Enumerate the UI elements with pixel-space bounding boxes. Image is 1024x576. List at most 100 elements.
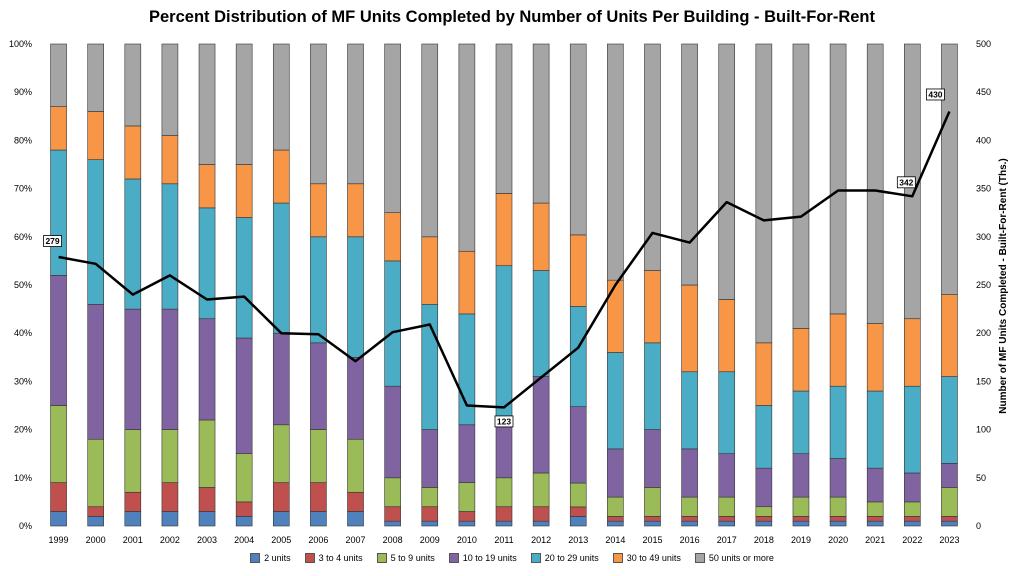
bar-segment-5 bbox=[87, 159, 104, 305]
bar-segment-3 bbox=[421, 487, 439, 508]
bar-segment-2 bbox=[569, 506, 587, 517]
y-right-tick-label: 250 bbox=[976, 280, 991, 290]
stacked-bars bbox=[50, 43, 958, 527]
bar-segment-5 bbox=[681, 371, 698, 450]
bar-segment-7 bbox=[235, 43, 253, 165]
legend-label: 50 units or more bbox=[708, 553, 774, 563]
bar-segment-1 bbox=[235, 516, 253, 527]
callout-label: 342 bbox=[899, 177, 913, 187]
bar-segment-7 bbox=[161, 43, 179, 136]
bar-segment-4 bbox=[755, 467, 773, 508]
callout-label: 430 bbox=[928, 89, 942, 99]
y-left-tick-label: 10% bbox=[14, 473, 32, 483]
bar-segment-3 bbox=[866, 501, 884, 517]
y-right-tick-label: 450 bbox=[976, 87, 991, 97]
bar-segment-4 bbox=[681, 448, 698, 498]
y-right-tick-label: 100 bbox=[976, 425, 991, 435]
y-axis-left: 0% 10% 20% 30% 40% 50% 60% 70% 80% 90% 100% bbox=[9, 39, 32, 531]
legend-item: 10 to 19 units bbox=[448, 553, 517, 563]
bar-segment-6 bbox=[532, 202, 550, 271]
x-tick-label: 2023 bbox=[939, 535, 959, 545]
bar-segment-1 bbox=[792, 520, 810, 527]
bar-segment-7 bbox=[198, 43, 216, 165]
bar-segment-3 bbox=[607, 496, 624, 517]
legend-label: 3 to 4 units bbox=[318, 553, 363, 563]
bar-segment-3 bbox=[161, 429, 179, 483]
x-tick-label: 2020 bbox=[828, 535, 848, 545]
x-tick-label: 2002 bbox=[160, 535, 180, 545]
bar-segment-3 bbox=[235, 453, 253, 503]
bar-segment-5 bbox=[458, 313, 476, 426]
bar-segment-2 bbox=[904, 516, 921, 522]
bar-segment-7 bbox=[941, 43, 958, 295]
bar-segment-5 bbox=[532, 270, 550, 377]
bar-segment-6 bbox=[607, 279, 624, 353]
bar-segment-1 bbox=[161, 511, 179, 527]
bar-segment-5 bbox=[198, 207, 216, 320]
legend-item: 5 to 9 units bbox=[376, 553, 435, 563]
bar-segment-5 bbox=[718, 371, 736, 455]
callout-label: 123 bbox=[497, 416, 511, 426]
bar-segment-4 bbox=[198, 318, 216, 421]
bar-segment-4 bbox=[569, 406, 587, 484]
bar-segment-5 bbox=[384, 260, 401, 387]
bar-segment-1 bbox=[50, 511, 67, 527]
bar-segment-6 bbox=[421, 236, 439, 305]
x-tick-label: 2008 bbox=[383, 535, 403, 545]
bar-segment-2 bbox=[718, 516, 736, 522]
callout-box bbox=[896, 176, 916, 189]
bar-segment-5 bbox=[272, 202, 290, 334]
legend-item: 2 units bbox=[250, 553, 291, 563]
bar-segment-1 bbox=[124, 511, 142, 527]
x-axis: 1999 2000 2001 2002 2003 2004 2005 2006 2007 2008… bbox=[49, 535, 960, 545]
bar-segment-1 bbox=[681, 520, 698, 527]
bar-segment-7 bbox=[347, 43, 364, 185]
bar-segment-2 bbox=[272, 482, 290, 512]
bar-segment-2 bbox=[161, 482, 179, 512]
bar-segment-7 bbox=[50, 43, 67, 107]
bar-segment-6 bbox=[681, 284, 698, 373]
y-left-tick-label: 0% bbox=[19, 521, 32, 531]
bar-segment-2 bbox=[792, 516, 810, 522]
y-axis-right: 0 50 100 150 200 250 300 350 400 450 500 bbox=[976, 39, 991, 531]
bar-segment-4 bbox=[235, 337, 253, 454]
bar-segment-3 bbox=[681, 496, 698, 517]
x-tick-label: 2019 bbox=[791, 535, 811, 545]
bar-segment-1 bbox=[384, 520, 401, 527]
bar-segment-3 bbox=[792, 496, 810, 517]
callout-box bbox=[494, 415, 514, 428]
bar-segment-7 bbox=[792, 43, 810, 329]
x-tick-label: 2003 bbox=[197, 535, 217, 545]
bar-segment-2 bbox=[50, 482, 67, 512]
bar-segment-6 bbox=[904, 318, 921, 387]
bar-segment-3 bbox=[272, 424, 290, 483]
bar-segment-2 bbox=[941, 516, 958, 522]
bar-segment-3 bbox=[532, 472, 550, 508]
legend-label: 30 to 49 units bbox=[626, 553, 681, 563]
bar-segment-3 bbox=[495, 477, 513, 508]
bar-segment-2 bbox=[310, 482, 327, 512]
bar-segment-4 bbox=[384, 385, 401, 479]
legend-item: 3 to 4 units bbox=[304, 553, 363, 563]
y-right-tick-label: 50 bbox=[976, 473, 986, 483]
bar-segment-1 bbox=[310, 511, 327, 527]
bar-segment-6 bbox=[198, 164, 216, 209]
bar-segment-4 bbox=[792, 453, 810, 498]
bar-segment-3 bbox=[644, 487, 661, 517]
y-left-tick-label: 100% bbox=[9, 39, 32, 49]
x-tick-label: 2017 bbox=[717, 535, 737, 545]
bar-segment-2 bbox=[421, 506, 439, 522]
callout-label: 279 bbox=[45, 236, 59, 246]
bar-segment-6 bbox=[829, 313, 847, 387]
bar-segment-5 bbox=[607, 352, 624, 450]
x-tick-label: 2006 bbox=[308, 535, 328, 545]
x-tick-label: 2022 bbox=[902, 535, 922, 545]
x-tick-label: 2001 bbox=[123, 535, 143, 545]
bar-segment-7 bbox=[866, 43, 884, 324]
x-tick-label: 2005 bbox=[271, 535, 291, 545]
y-right-tick-label: 0 bbox=[976, 521, 981, 531]
y-axis-right-label: Number of MF Units Completed - Built-For… bbox=[998, 158, 1009, 414]
bar-segment-5 bbox=[50, 149, 67, 276]
bar-segment-6 bbox=[384, 212, 401, 262]
bar-segment-6 bbox=[235, 164, 253, 218]
